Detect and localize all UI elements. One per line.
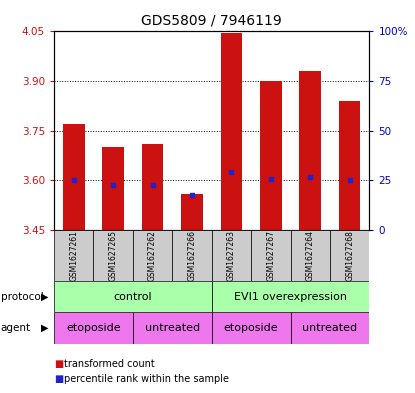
Title: GDS5809 / 7946119: GDS5809 / 7946119: [141, 13, 282, 28]
Bar: [290, 230, 330, 281]
Text: GSM1627266: GSM1627266: [188, 230, 196, 281]
Text: untreated: untreated: [145, 323, 200, 333]
Text: ■: ■: [54, 374, 63, 384]
Text: protocol: protocol: [1, 292, 44, 302]
Text: GSM1627265: GSM1627265: [109, 230, 117, 281]
Bar: [63, 124, 85, 230]
Bar: [93, 230, 133, 281]
Text: etoposide: etoposide: [224, 323, 278, 333]
Bar: [212, 281, 369, 312]
Text: percentile rank within the sample: percentile rank within the sample: [64, 374, 229, 384]
Bar: [251, 230, 290, 281]
Text: ■: ■: [54, 358, 63, 369]
Text: GSM1627262: GSM1627262: [148, 230, 157, 281]
Text: etoposide: etoposide: [66, 323, 121, 333]
Text: agent: agent: [1, 323, 31, 333]
Text: control: control: [113, 292, 152, 302]
Text: EVI1 overexpression: EVI1 overexpression: [234, 292, 347, 302]
Bar: [54, 230, 93, 281]
Bar: [339, 101, 361, 230]
Bar: [102, 147, 124, 230]
Text: untreated: untreated: [303, 323, 357, 333]
Bar: [54, 281, 212, 312]
Text: transformed count: transformed count: [64, 358, 155, 369]
Bar: [260, 81, 282, 230]
Bar: [330, 230, 369, 281]
Text: GSM1627264: GSM1627264: [306, 230, 315, 281]
Bar: [133, 312, 212, 344]
Text: ▶: ▶: [41, 292, 49, 302]
Bar: [220, 33, 242, 230]
Text: ▶: ▶: [41, 323, 49, 333]
Text: GSM1627268: GSM1627268: [345, 230, 354, 281]
Bar: [133, 230, 172, 281]
Bar: [172, 230, 212, 281]
Bar: [290, 312, 369, 344]
Text: GSM1627267: GSM1627267: [266, 230, 275, 281]
Bar: [142, 144, 164, 230]
Bar: [54, 312, 133, 344]
Bar: [212, 230, 251, 281]
Bar: [299, 71, 321, 230]
Bar: [212, 312, 290, 344]
Text: GSM1627263: GSM1627263: [227, 230, 236, 281]
Text: GSM1627261: GSM1627261: [69, 230, 78, 281]
Bar: [181, 193, 203, 230]
